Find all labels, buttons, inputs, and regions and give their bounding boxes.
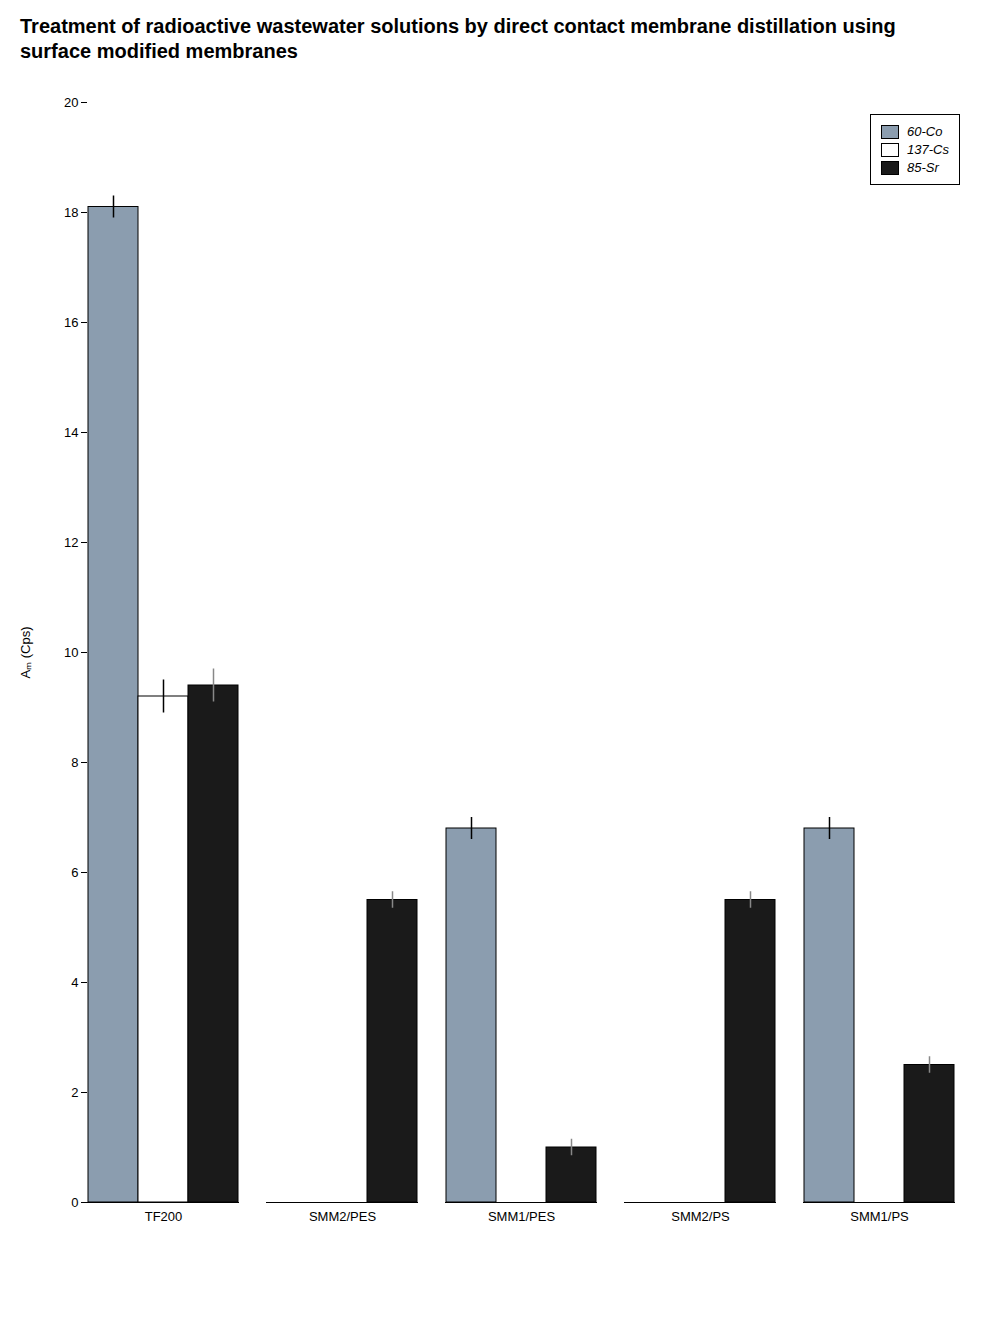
svg-text:Aₘ (Cps): Aₘ (Cps) xyxy=(18,626,33,678)
svg-text:12: 12 xyxy=(64,535,78,550)
svg-text:10: 10 xyxy=(64,645,78,660)
svg-text:14: 14 xyxy=(64,425,78,440)
svg-text:TF200: TF200 xyxy=(145,1209,183,1224)
html-text:85-Sr: 85-Sr xyxy=(907,160,939,175)
html-text:137-Cs: 137-Cs xyxy=(907,142,949,157)
svg-text:4: 4 xyxy=(71,975,78,990)
svg-text:18: 18 xyxy=(64,205,78,220)
svg-text:SMM2/PS: SMM2/PS xyxy=(671,1209,730,1224)
svg-text:2: 2 xyxy=(71,1085,78,1100)
html-text:Treatment of radioactive waste: Treatment of radioactive wastewater solu… xyxy=(20,15,896,62)
svg-text:20: 20 xyxy=(64,95,78,110)
svg-text:SMM1/PES: SMM1/PES xyxy=(488,1209,556,1224)
svg-text:SMM1/PS: SMM1/PS xyxy=(850,1209,909,1224)
html-text:60-Co: 60-Co xyxy=(907,124,943,139)
svg-text:8: 8 xyxy=(71,755,78,770)
svg-text:0: 0 xyxy=(71,1195,78,1210)
svg-text:SMM2/PES: SMM2/PES xyxy=(309,1209,377,1224)
svg-text:6: 6 xyxy=(71,865,78,880)
svg-text:16: 16 xyxy=(64,315,78,330)
